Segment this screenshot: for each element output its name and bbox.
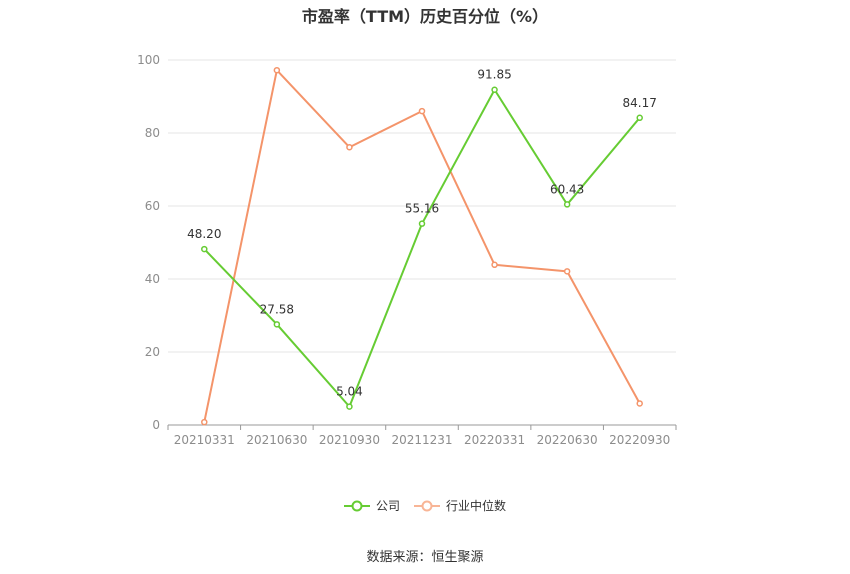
- x-tick-label: 20220331: [464, 433, 525, 447]
- y-tick-label: 80: [145, 126, 160, 140]
- data-point-company: [201, 245, 208, 253]
- x-tick-label: 20210930: [319, 433, 380, 447]
- data-point-industry-median: [636, 400, 643, 407]
- data-label-company: 27.58: [260, 302, 294, 316]
- series-line-company: [203, 88, 641, 408]
- data-point-industry-median: [491, 261, 498, 269]
- legend-swatch-industry-icon: [414, 500, 440, 511]
- legend-item-industry-median[interactable]: 行业中位数: [414, 497, 506, 514]
- data-point-company: [491, 86, 498, 93]
- data-label-company: 5.04: [336, 385, 363, 399]
- y-tick-label: 40: [145, 272, 160, 286]
- legend-label-industry-median: 行业中位数: [446, 499, 507, 513]
- y-tick-label: 20: [145, 345, 160, 359]
- data-point-industry-median: [201, 418, 208, 426]
- x-tick-label: 20220930: [609, 433, 670, 447]
- legend-item-company[interactable]: 公司: [343, 497, 400, 514]
- data-point-industry-median: [346, 143, 353, 151]
- data-point-company: [346, 403, 353, 410]
- grid-lines: [168, 59, 676, 353]
- data-point-company: [563, 201, 571, 208]
- data-point-industry-median: [563, 268, 571, 275]
- y-tick-label: 60: [145, 199, 160, 213]
- data-labels: 48.20 27.58 5.04 55.16 91.85 60.43 84.17: [187, 68, 657, 399]
- x-tick-label: 20210331: [174, 433, 235, 447]
- y-tick-label: 100: [137, 53, 160, 67]
- data-label-company: 48.20: [187, 227, 221, 241]
- data-point-industry-median: [418, 107, 426, 115]
- x-tick-label: 20211231: [391, 433, 452, 447]
- data-label-company: 84.17: [623, 96, 657, 110]
- series-line-industry-median: [203, 69, 641, 423]
- data-label-company: 91.85: [477, 68, 511, 82]
- data-point-industry-median: [273, 66, 281, 74]
- legend-label-company: 公司: [375, 499, 400, 513]
- series-lines: [201, 66, 643, 426]
- data-point-company: [273, 321, 281, 328]
- data-point-company: [636, 114, 643, 122]
- data-point-company: [418, 220, 426, 227]
- x-tick-label: 20210630: [246, 433, 307, 447]
- legend: 公司 行业中位数: [0, 497, 850, 514]
- y-tick-label: 0: [152, 418, 160, 432]
- data-label-company: 60.43: [550, 182, 584, 196]
- axes: 0 20 40 60 80 100 20210331 20210630 20210930 2021…: [137, 53, 677, 447]
- data-source: 数据来源：恒生聚源: [366, 550, 484, 565]
- chart-title: 市盈率（TTM）历史百分位（%）: [301, 7, 549, 26]
- x-tick-label: 20220630: [537, 433, 598, 447]
- legend-swatch-company-icon: [343, 500, 370, 511]
- data-label-company: 55.16: [405, 202, 439, 216]
